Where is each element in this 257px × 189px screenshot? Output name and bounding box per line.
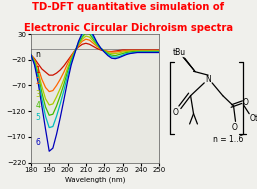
Text: 1: 1 xyxy=(35,66,40,75)
Text: Electronic Circular Dichroism spectra: Electronic Circular Dichroism spectra xyxy=(24,23,233,33)
Text: O: O xyxy=(242,98,248,107)
Y-axis label: $R^{res}$ 10$^{-40}$ erg-esu-cm/Klauss: $R^{res}$ 10$^{-40}$ erg-esu-cm/Klauss xyxy=(0,59,4,137)
Text: n = 1..6: n = 1..6 xyxy=(213,135,243,144)
Text: 6: 6 xyxy=(35,138,40,146)
Text: O: O xyxy=(232,123,237,132)
Text: 2: 2 xyxy=(35,77,40,86)
Text: O: O xyxy=(173,108,179,117)
Text: 3: 3 xyxy=(35,90,40,99)
X-axis label: Wavelength (nm): Wavelength (nm) xyxy=(65,176,125,183)
Text: tBu: tBu xyxy=(172,47,186,57)
Text: OtBu: OtBu xyxy=(249,114,257,123)
Text: TD-DFT quantitative simulation of: TD-DFT quantitative simulation of xyxy=(32,2,225,12)
Text: n: n xyxy=(35,50,40,59)
Text: 4: 4 xyxy=(35,101,40,110)
Text: 5: 5 xyxy=(35,113,40,122)
Text: N: N xyxy=(205,74,211,84)
